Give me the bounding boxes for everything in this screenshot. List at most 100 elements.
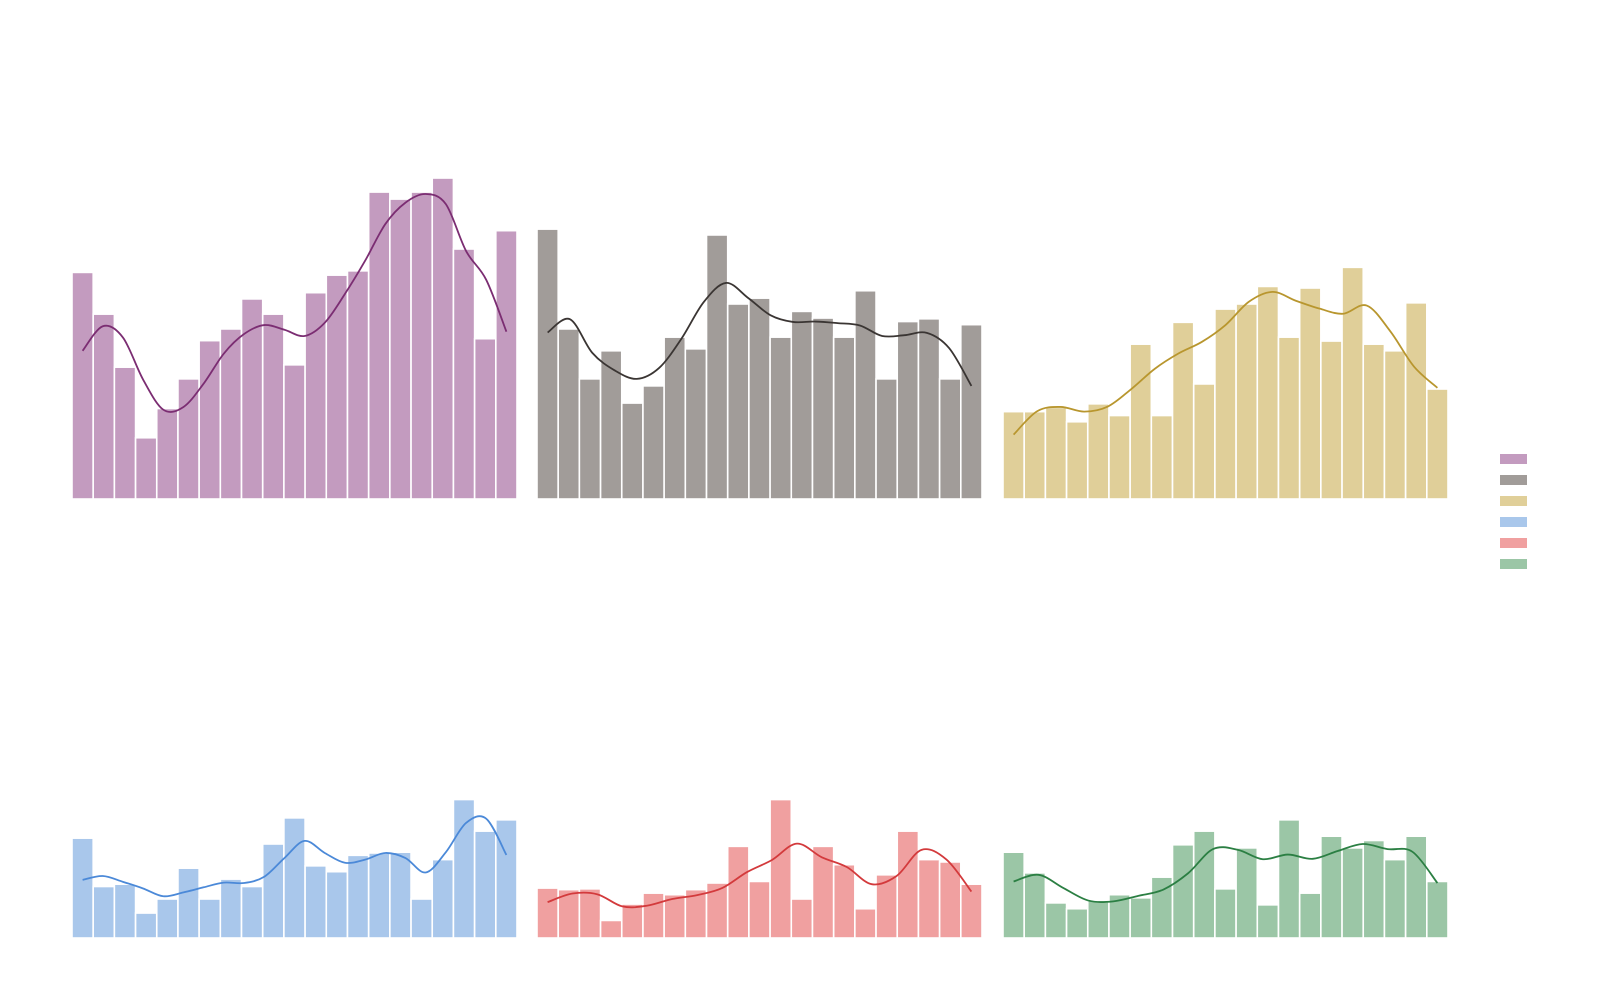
histogram-bar	[1065, 420, 1089, 500]
histogram-bar	[896, 320, 920, 500]
density-line	[1013, 843, 1439, 903]
legend-swatch	[1500, 559, 1527, 569]
histogram-bar	[726, 303, 750, 500]
histogram-bar	[1108, 414, 1131, 500]
histogram-panel-6	[1002, 819, 1449, 939]
histogram-bar	[938, 378, 962, 500]
histogram-bar	[811, 317, 835, 500]
histogram-bar	[1341, 266, 1365, 500]
histogram-bar	[346, 270, 370, 500]
histogram-bar	[1383, 349, 1407, 500]
histogram-bar	[1256, 285, 1280, 500]
histogram-bar	[261, 313, 285, 500]
histogram-panel-3	[1002, 266, 1449, 500]
legend-swatch	[1500, 454, 1527, 464]
histogram-bar	[1256, 904, 1280, 939]
histogram-bar	[748, 297, 771, 500]
histogram-bar	[960, 883, 983, 939]
histogram-panel-5	[536, 798, 983, 939]
histogram-bar	[642, 385, 665, 500]
histogram-bar	[769, 798, 793, 939]
histogram-bar	[325, 274, 349, 500]
histogram-bar	[1298, 892, 1322, 939]
histogram-bar	[854, 289, 877, 500]
histogram-bar	[1002, 410, 1025, 500]
histogram-bar	[410, 191, 434, 500]
histogram-panel-1	[71, 177, 518, 500]
histogram-bar	[1002, 851, 1025, 939]
histogram-bar	[92, 885, 116, 939]
histogram-bar	[536, 228, 559, 500]
histogram-bar	[177, 378, 200, 500]
histogram-bar	[1192, 383, 1216, 500]
legend-swatch	[1500, 538, 1527, 548]
histogram-bar	[790, 310, 814, 500]
histogram-bar	[1065, 907, 1089, 939]
histogram-bar	[1044, 406, 1068, 500]
legend-swatch	[1500, 496, 1527, 506]
histogram-bar	[1129, 897, 1153, 939]
histogram-bar	[620, 903, 644, 939]
legend-swatch	[1500, 475, 1527, 485]
histogram-bar	[325, 870, 349, 939]
histogram-bar	[1341, 847, 1365, 939]
histogram-bar	[1192, 830, 1216, 939]
legend	[1500, 454, 1527, 569]
histogram-bar	[1404, 302, 1428, 500]
legend-swatch	[1500, 517, 1527, 527]
histogram-bar	[431, 177, 455, 500]
histogram-bar	[473, 830, 497, 939]
histogram-bar	[1044, 902, 1068, 939]
histogram-bar	[1320, 340, 1343, 500]
histogram-bar	[1404, 835, 1428, 939]
histogram-bar	[1129, 343, 1153, 500]
histogram-bar	[304, 865, 328, 939]
histogram-bar	[536, 887, 559, 939]
density-line	[1012, 291, 1439, 436]
histogram-bar	[1383, 858, 1407, 939]
histogram-bar	[177, 867, 200, 939]
histogram-bar	[917, 858, 941, 939]
density-line	[82, 815, 508, 898]
histogram-bar	[283, 364, 306, 500]
histogram-bar	[473, 337, 497, 500]
histogram-bar	[917, 318, 941, 500]
histogram-bar	[875, 378, 899, 500]
histogram-bar	[1426, 880, 1449, 939]
histogram-bar	[346, 854, 370, 939]
histogram-bar	[1277, 819, 1301, 939]
histogram-bar	[113, 366, 137, 500]
histogram-bar	[726, 845, 750, 939]
histogram-bar	[367, 852, 391, 939]
histogram-bar	[832, 863, 856, 939]
histogram-bar	[410, 898, 434, 939]
histogram-bar	[367, 191, 391, 500]
density-line	[81, 193, 508, 413]
histogram-bar	[1362, 839, 1386, 939]
histogram-bar	[599, 919, 623, 939]
histogram-bar	[71, 837, 94, 939]
histogram-bar	[1171, 321, 1195, 500]
histogram-panel-4	[71, 798, 518, 939]
histogram-bar	[705, 234, 729, 500]
density-line	[547, 842, 973, 909]
histogram-bar	[748, 880, 771, 939]
histogram-bar	[389, 198, 412, 500]
histogram-bar	[1023, 410, 1047, 500]
histogram-bar	[452, 248, 476, 500]
histogram-bar	[1214, 888, 1237, 939]
histogram-bar	[495, 229, 518, 500]
histogram-bar	[240, 885, 264, 939]
histogram-bar	[1023, 872, 1047, 939]
histogram-bar	[1362, 343, 1386, 500]
histogram-bar	[1214, 308, 1237, 500]
histogram-bar	[896, 830, 920, 939]
histogram-bar	[431, 858, 455, 939]
histogram-bar	[155, 898, 179, 939]
histogram-bar	[71, 271, 94, 500]
histogram-bar	[684, 348, 708, 500]
histogram-bar	[705, 882, 729, 939]
histogram-bar	[219, 878, 243, 939]
